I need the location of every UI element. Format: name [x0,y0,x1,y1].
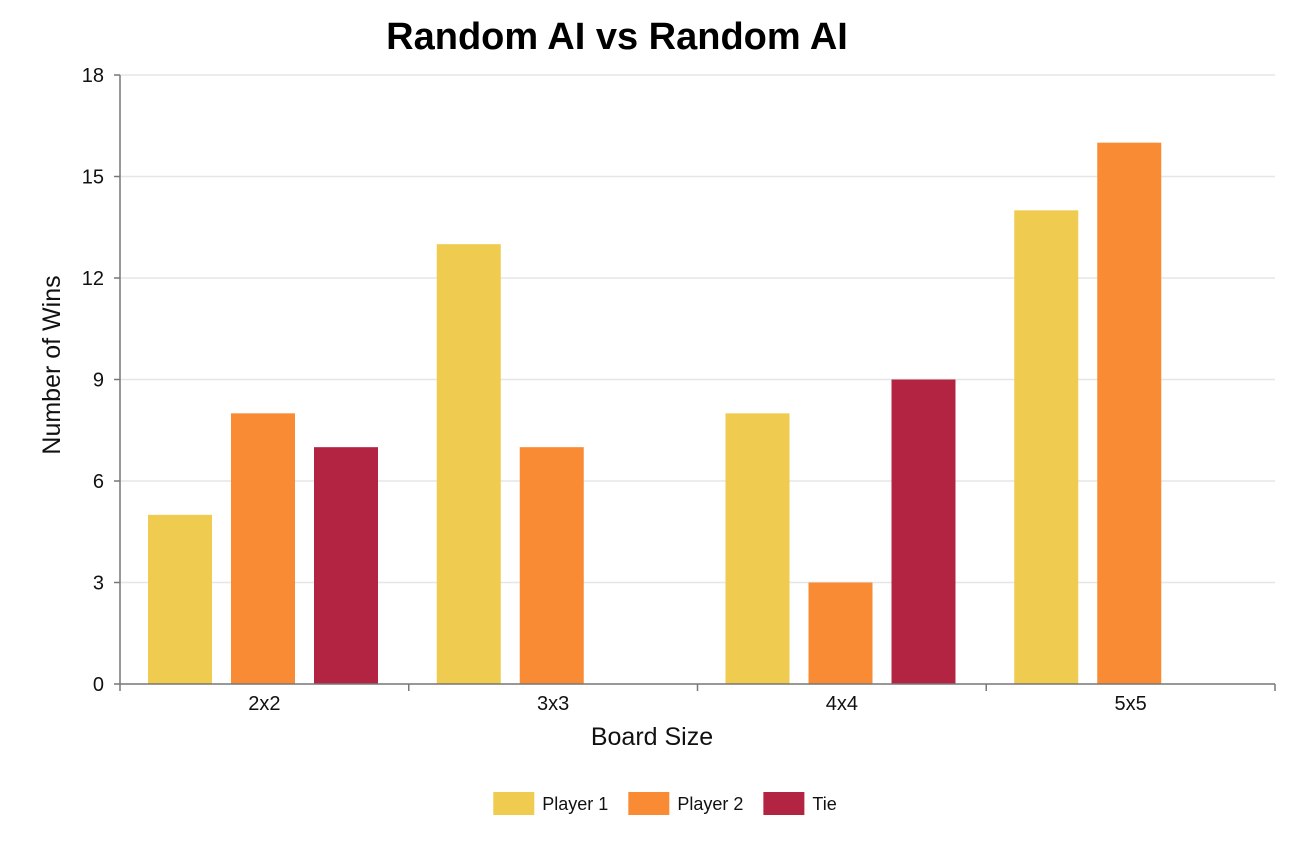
legend-item-player-1: Player 1 [493,792,608,815]
legend-label: Player 1 [542,794,608,814]
chart-title: Random AI vs Random AI [386,16,848,58]
bar-tie-2x2 [314,447,378,684]
bar-player-2-4x4 [808,582,873,684]
y-tick-label: 12 [82,268,104,290]
legend-swatch [763,792,805,815]
y-axis-title: Number of Wins [38,275,66,454]
bar-tie-4x4 [891,379,956,684]
x-tick-label: 5x5 [1115,693,1147,715]
y-tick-label: 0 [93,674,104,696]
legend-swatch [628,792,670,815]
x-tick-label: 4x4 [826,693,858,715]
bar-player-2-3x3 [519,447,584,684]
y-tick-label: 18 [82,65,104,87]
bars [148,142,1162,685]
y-tick-label: 3 [93,573,104,595]
legend-item-player-2: Player 2 [628,792,743,815]
legend-item-tie: Tie [763,792,837,815]
gridlines [120,74,1275,584]
bar-player-1-2x2 [148,514,212,684]
bar-player-1-5x5 [1014,210,1079,685]
y-tick-label: 15 [82,167,104,189]
bar-player-1-3x3 [436,244,501,684]
axes: 0 3 6 9 12 15 18 2x2 3x3 4x4 5x5 [82,65,1276,715]
bar-player-2-2x2 [231,413,295,684]
y-tick-label: 6 [93,471,104,493]
legend: Player 1 Player 2 Tie [493,792,837,815]
x-tick-label: 2x2 [248,693,280,715]
legend-swatch [493,792,535,815]
bar-player-2-5x5 [1097,142,1162,684]
y-tick-label: 9 [93,370,104,392]
bar-player-1-4x4 [725,413,790,684]
x-axis-title: Board Size [591,723,713,751]
legend-label: Tie [812,794,836,814]
legend-label: Player 2 [677,794,743,814]
x-tick-label: 3x3 [537,693,569,715]
